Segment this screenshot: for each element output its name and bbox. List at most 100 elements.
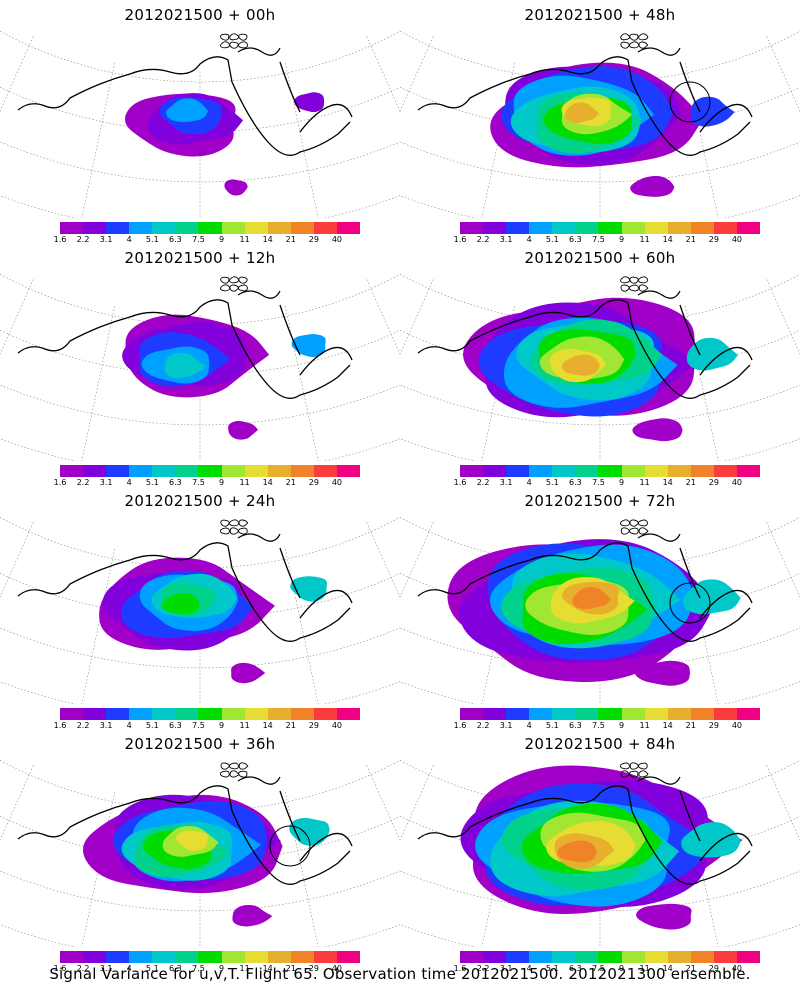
colorbar-tick-label: 3.1 [99, 721, 113, 730]
colorbar-tick-label: 40 [331, 721, 343, 730]
colorbar-swatch [221, 708, 245, 720]
colorbar-swatch [621, 465, 645, 477]
colorbar-swatch [667, 222, 691, 234]
colorbar-swatch [267, 708, 291, 720]
colorbar-tick-label: 40 [731, 964, 743, 973]
colorbar-swatch [506, 222, 530, 234]
observation-target-circle [669, 582, 711, 624]
island-outline [638, 33, 649, 41]
colorbar-swatch [290, 951, 314, 963]
colorbar-swatch [152, 708, 176, 720]
colorbar-swatch [644, 465, 668, 477]
colorbar-swatch [60, 951, 84, 963]
colorbar-swatch [336, 222, 361, 234]
variance-contour [634, 660, 690, 686]
colorbar-swatch [221, 951, 245, 963]
colorbar-tick-label: 5.1 [545, 721, 559, 730]
colorbar-swatch [244, 708, 268, 720]
variance-contour [228, 420, 258, 440]
colorbar-tick-label: 40 [731, 235, 743, 244]
colorbar-tick-label: 9 [618, 478, 625, 487]
arctic-islands [619, 519, 649, 535]
colorbar-swatch [529, 222, 553, 234]
colorbar-swatch [460, 951, 484, 963]
colorbar-swatch [336, 951, 361, 963]
coastline [417, 776, 753, 885]
colorbar-swatch [506, 708, 530, 720]
colorbar-swatch [575, 222, 599, 234]
variance-contour [231, 662, 266, 684]
colorbar-tick-label: 4 [126, 235, 132, 244]
colorbar-tick-label: 29 [708, 721, 719, 730]
colorbar-tick-label: 2.2 [76, 478, 90, 487]
colorbar-swatch [598, 465, 622, 477]
variance-contour [690, 96, 735, 127]
variance-contour [294, 92, 325, 113]
arctic-islands [219, 762, 249, 778]
variance-contour [572, 587, 612, 610]
colorbar-swatch [198, 951, 222, 963]
panel-title: 2012021500 + 36h [124, 735, 276, 753]
colorbar-swatch [575, 465, 599, 477]
island-outline [229, 276, 240, 284]
colorbar [460, 708, 761, 720]
colorbar-swatch [667, 951, 691, 963]
coastline [17, 533, 353, 642]
colorbar-tick-label: 9 [218, 478, 225, 487]
island-outline [238, 276, 248, 284]
meridian [400, 36, 434, 112]
variance-contour [632, 418, 683, 442]
variance-contour [291, 334, 326, 358]
colorbar-tick-label: 1.6 [53, 478, 67, 487]
colorbar-tick-label: 40 [731, 478, 743, 487]
colorbar-tick-label: 29 [708, 478, 719, 487]
meridian [366, 765, 400, 841]
colorbar-tick-label: 5.1 [145, 235, 159, 244]
meridian [766, 36, 800, 112]
meridian [766, 765, 800, 841]
variance-contour [686, 337, 738, 371]
colorbar-tick-label: 29 [708, 235, 719, 244]
panel-title: 2012021500 + 24h [124, 492, 276, 510]
variance-contour [224, 179, 248, 196]
colorbar [460, 222, 761, 234]
colorbar-swatch [106, 951, 130, 963]
map-panel-48h: 2012021500 + 48h 1.6 2.2 3.1 4 5.1 6.3 7.5 9 11 1… [400, 0, 800, 244]
colorbar-tick-label: 21 [685, 478, 696, 487]
colorbar-swatch [506, 951, 530, 963]
colorbar-swatch [483, 708, 507, 720]
coastline [17, 47, 353, 156]
colorbar-swatch [644, 222, 668, 234]
meridian [481, 305, 516, 461]
observation-target-circle [269, 825, 311, 867]
panel-title: 2012021500 + 60h [524, 249, 676, 267]
meridian [684, 62, 719, 218]
colorbar-tick-label: 11 [239, 964, 250, 973]
meridian [766, 522, 800, 598]
island-outline [238, 762, 249, 770]
colorbar-tick-label: 2.2 [476, 721, 490, 730]
colorbar-tick-label: 4 [126, 478, 132, 487]
colorbar-swatch [667, 465, 691, 477]
colorbar-swatch [713, 951, 737, 963]
variance-contour [636, 903, 692, 930]
island-outline [238, 33, 248, 41]
colorbar-swatch [152, 465, 176, 477]
colorbar-tick-label: 4 [126, 721, 132, 730]
colorbar-tick-label: 14 [662, 721, 673, 730]
island-outline [620, 527, 631, 535]
variance-contour [557, 840, 597, 863]
colorbar-swatch [313, 465, 337, 477]
colorbar-tick-label: 6.3 [569, 478, 582, 487]
colorbar-swatch [83, 222, 107, 234]
colorbar-swatch [175, 465, 199, 477]
island-outline [220, 33, 230, 41]
map-panel-36h: 2012021500 + 36h 1.6 2.2 3.1 4 5.1 6.3 7.5 9 11 1… [0, 729, 400, 973]
island-outline [628, 41, 640, 49]
polar-map [0, 516, 400, 704]
colorbar-swatch [290, 465, 314, 477]
colorbar-swatch [175, 951, 199, 963]
island-outline [229, 41, 239, 49]
island-outline [229, 770, 240, 778]
colorbar-swatch [129, 708, 153, 720]
